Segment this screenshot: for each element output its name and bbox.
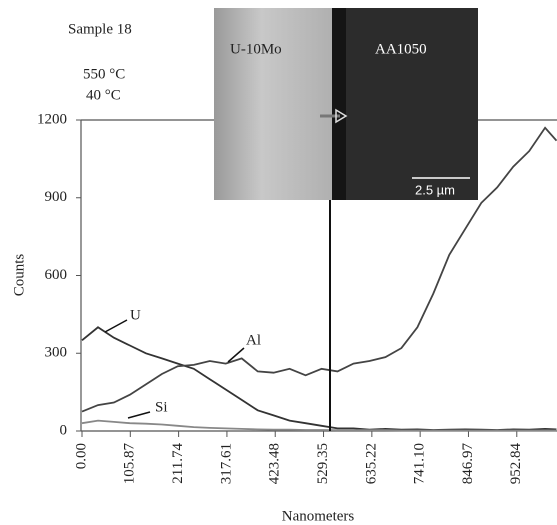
x-tick-label: 0.00 bbox=[73, 443, 89, 469]
inset-right-region bbox=[332, 8, 478, 200]
sample-label: Sample 18 bbox=[68, 21, 132, 37]
series-line bbox=[81, 419, 557, 432]
inset-right-label: AA1050 bbox=[375, 41, 427, 57]
y-tick-label: 600 bbox=[45, 267, 68, 283]
plot-area: 0 300 600 900 1200 0.00 105.87 211.74 317.61 423.… bbox=[37, 111, 557, 484]
x-tick-label: 529.35 bbox=[315, 443, 331, 484]
x-axis-title: Nanometers bbox=[282, 508, 355, 524]
y-tick-label: 900 bbox=[45, 189, 68, 205]
x-tick-label: 846.97 bbox=[460, 443, 476, 485]
x-tick-label: 105.87 bbox=[122, 443, 138, 485]
series-arrow bbox=[127, 411, 151, 419]
temperature-label: 40 °C bbox=[86, 87, 121, 103]
inset-left-label: U-10Mo bbox=[230, 41, 282, 57]
inset-arrowhead bbox=[335, 108, 348, 124]
series-label: Al bbox=[246, 332, 261, 348]
inset-image: U-10Mo AA1050 2.5 µm bbox=[214, 8, 478, 200]
y-axis-title: Counts bbox=[11, 254, 27, 297]
series-label: U bbox=[130, 307, 141, 323]
x-tick-label: 741.10 bbox=[412, 443, 428, 484]
series-arrow bbox=[104, 319, 128, 333]
x-tick-label: 635.22 bbox=[363, 443, 379, 484]
y-tick-label: 1200 bbox=[37, 111, 67, 127]
x-tick-label: 317.61 bbox=[218, 443, 234, 484]
inset-left-region bbox=[214, 8, 332, 200]
scale-label: 2.5 µm bbox=[415, 182, 455, 197]
inset-interface bbox=[332, 8, 346, 200]
series-line bbox=[81, 126, 557, 413]
x-tick-label: 211.74 bbox=[170, 443, 186, 484]
x-tick-label: 952.84 bbox=[508, 443, 524, 485]
series-label: Si bbox=[155, 399, 168, 415]
y-tick-label: 300 bbox=[45, 345, 68, 361]
y-tick-label: 0 bbox=[60, 422, 68, 438]
series-arrow bbox=[227, 347, 245, 363]
temperature-label: 550 °C bbox=[83, 66, 125, 82]
x-tick-label: 423.48 bbox=[267, 443, 283, 484]
